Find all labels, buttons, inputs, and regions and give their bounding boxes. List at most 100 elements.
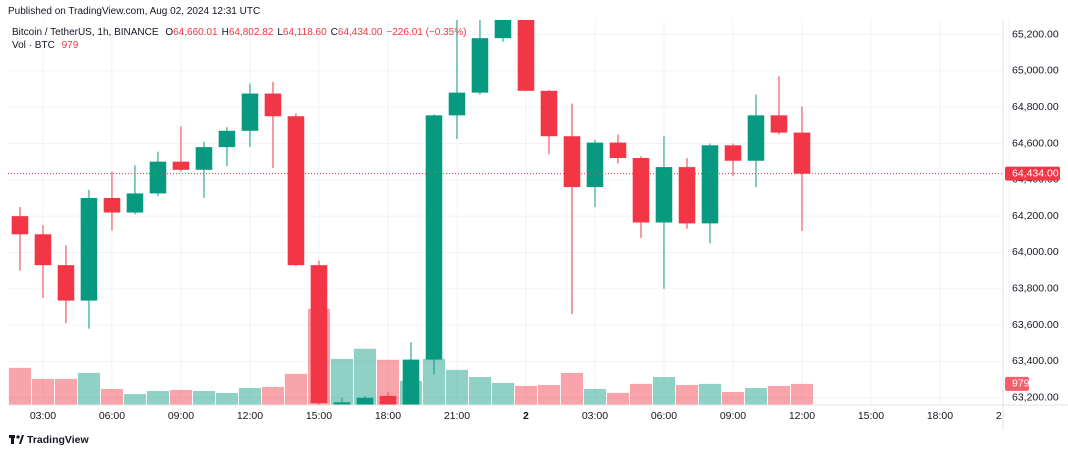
candle-body [563, 136, 581, 188]
x-tick-label: 15:00 [306, 410, 332, 422]
volume-bar [698, 383, 722, 405]
price-label-box [1005, 166, 1060, 181]
x-tick-label: 09:00 [168, 410, 194, 422]
y-tick-label: 65,000.00 [1012, 65, 1059, 77]
volume-bar [192, 391, 216, 405]
candle-body [678, 167, 696, 224]
candle-body [310, 265, 328, 404]
volume-bar [514, 385, 538, 405]
volume-bar [31, 378, 55, 405]
volume-bar [675, 384, 699, 405]
volume-bar [353, 348, 377, 405]
ohlc-key: L [277, 27, 283, 38]
price-label: 64,434.00 [1012, 167, 1059, 179]
candle-body [218, 130, 236, 148]
volume-bar [77, 372, 101, 405]
y-tick-label: 63,600.00 [1012, 319, 1059, 331]
x-tick-label: 21:00 [996, 410, 1022, 422]
volume-bar [8, 367, 32, 405]
candle-body [724, 145, 742, 161]
y-tick-label: 63,200.00 [1012, 392, 1059, 404]
candle-body [632, 158, 650, 223]
y-tick-label: 63,400.00 [1012, 355, 1059, 367]
ohlc-key: C [330, 27, 338, 38]
volume-bar [721, 391, 745, 405]
volume-bar [261, 386, 285, 405]
x-tick-label: 18:00 [927, 410, 953, 422]
ohlc-key: H [221, 27, 229, 38]
volume-bar [100, 388, 124, 405]
footer-logo: TradingView [9, 434, 89, 446]
volume-bar [422, 358, 446, 405]
candle-layer [8, 20, 1003, 405]
candle-body [471, 38, 489, 93]
volume-bar [491, 382, 515, 405]
volume-bar [376, 359, 400, 405]
symbol: Bitcoin / TetherUS, 1h, BINANCE [12, 27, 159, 38]
x-tick-label: 18:00 [375, 410, 401, 422]
footer-brand: TradingView [27, 434, 89, 446]
ohlc-value: 64,434.00 [337, 27, 383, 38]
candle-body [57, 265, 75, 301]
candle-body [34, 234, 52, 266]
candle-body [195, 147, 213, 170]
volume-bar [146, 391, 170, 405]
candle-body [149, 161, 167, 194]
volume-bar [790, 383, 814, 405]
ohlc-key: O [165, 27, 174, 38]
volume-title: Vol · BTC [12, 40, 55, 51]
x-tick-label: 15:00 [858, 410, 884, 422]
volume-bar [445, 369, 469, 405]
y-tick-label: 64,600.00 [1012, 137, 1059, 149]
candle-body [540, 90, 558, 137]
volume-bar [238, 387, 262, 405]
x-tick-label: 09:00 [720, 410, 746, 422]
y-tick-label: 64,200.00 [1012, 210, 1059, 222]
candle-body [126, 193, 144, 213]
candle-body [356, 397, 374, 405]
candle-body [586, 142, 604, 188]
candle-body [609, 142, 627, 159]
ohlc-value: 64,660.01 [173, 27, 218, 38]
time-axis: 03:00 06:00 09:00 12:00 15:00 18:00 21:00 2 03:0… [30, 410, 1022, 422]
candle-body [11, 216, 29, 235]
candle-body [379, 395, 397, 405]
candle-body [333, 402, 351, 405]
x-tick-label: 2 [523, 410, 529, 422]
x-tick-label: 21:00 [444, 410, 470, 422]
candle-body [494, 20, 512, 39]
volume-bar [606, 392, 630, 405]
change: −226.01 (−0.35%) [386, 27, 467, 38]
volume-bar [169, 389, 193, 405]
candle-body [701, 145, 719, 224]
volume-bar [767, 385, 791, 405]
candle-body [517, 20, 535, 91]
volume-bar [537, 384, 561, 405]
candle-body [103, 197, 121, 213]
candle-body [425, 115, 443, 360]
volume-bar [123, 394, 147, 405]
volume-legend: Vol · BTC 979 [12, 40, 82, 51]
candle-body [448, 92, 466, 116]
legend: Bitcoin / TetherUS, 1h, BINANCE O64,660.… [12, 27, 470, 38]
volume-bar [652, 377, 676, 405]
y-tick-label: 65,200.00 [1012, 28, 1059, 40]
y-tick-label: 64,800.00 [1012, 101, 1059, 113]
volume-bar [330, 358, 354, 405]
volume-bar [629, 383, 653, 405]
x-tick-label: 06:00 [99, 410, 125, 422]
candle-body [770, 115, 788, 133]
candle-body [287, 116, 305, 266]
y-tick-label: 64,000.00 [1012, 246, 1059, 258]
candle-body [241, 93, 259, 131]
x-tick-label: 03:00 [30, 410, 56, 422]
candle-body [747, 115, 765, 161]
x-tick-label: 06:00 [651, 410, 677, 422]
volume-bar [468, 377, 492, 405]
grid [8, 20, 1010, 405]
price-axis: 63,200.00 63,400.00 63,600.00 63,800.00 64,0… [1005, 28, 1060, 404]
x-tick-label: 03:00 [582, 410, 608, 422]
candle-body [655, 167, 673, 223]
